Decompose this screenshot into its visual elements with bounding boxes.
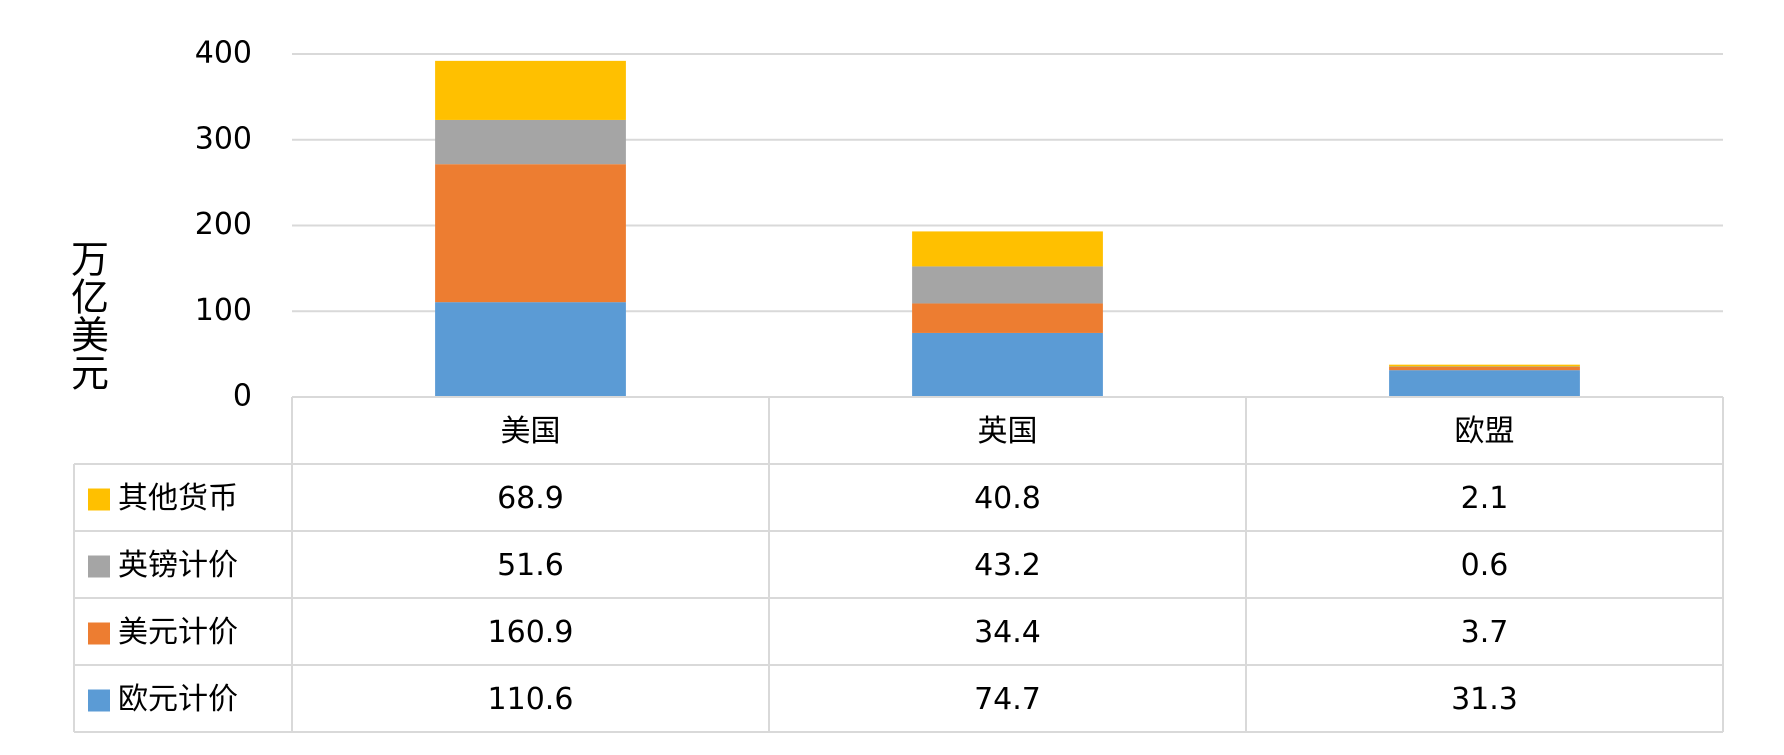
table-value: 68.9: [497, 481, 564, 516]
legend-swatch: [88, 555, 110, 578]
bar-segment: [912, 303, 1103, 333]
y-axis-label: 万亿美元: [65, 239, 109, 391]
table-value: 160.9: [488, 615, 574, 650]
x-tick-label: 美国: [501, 414, 561, 449]
bar-segment: [912, 332, 1103, 397]
y-tick-label: 200: [195, 207, 252, 242]
table-value: 40.8: [974, 481, 1041, 516]
legend-swatch: [88, 622, 110, 645]
legend-label: 英镑计价: [118, 548, 238, 583]
y-tick-label: 300: [195, 121, 252, 156]
bar-segment: [435, 60, 626, 120]
table-value: 34.4: [974, 615, 1041, 650]
bar-segment: [1389, 366, 1580, 367]
legend-swatch: [88, 488, 110, 511]
legend-label: 美元计价: [118, 615, 238, 650]
table-value: 51.6: [497, 548, 564, 583]
table-value: 110.6: [488, 682, 574, 717]
y-tick-label: 100: [195, 293, 252, 328]
legend-swatch: [88, 689, 110, 712]
table-value: 43.2: [974, 548, 1041, 583]
legend-label: 其他货币: [118, 481, 238, 516]
bar-segment: [912, 266, 1103, 304]
table-value: 31.3: [1451, 682, 1518, 717]
bar-segment: [435, 164, 626, 303]
y-tick-label: 0: [233, 379, 252, 414]
bar-segment: [1389, 370, 1580, 397]
y-tick-label: 400: [195, 36, 252, 71]
bar-segment: [435, 119, 626, 165]
x-tick-label: 欧盟: [1455, 414, 1515, 449]
table-value: 74.7: [974, 682, 1041, 717]
table-value: 3.7: [1461, 615, 1509, 650]
bar-segment: [435, 302, 626, 397]
table-value: 2.1: [1461, 481, 1509, 516]
x-tick-label: 英国: [978, 414, 1038, 449]
table-value: 0.6: [1461, 548, 1509, 583]
bar-segment: [1389, 364, 1580, 367]
bar-segment: [912, 231, 1103, 267]
legend-label: 欧元计价: [118, 682, 238, 717]
bar-segment: [1389, 366, 1580, 371]
